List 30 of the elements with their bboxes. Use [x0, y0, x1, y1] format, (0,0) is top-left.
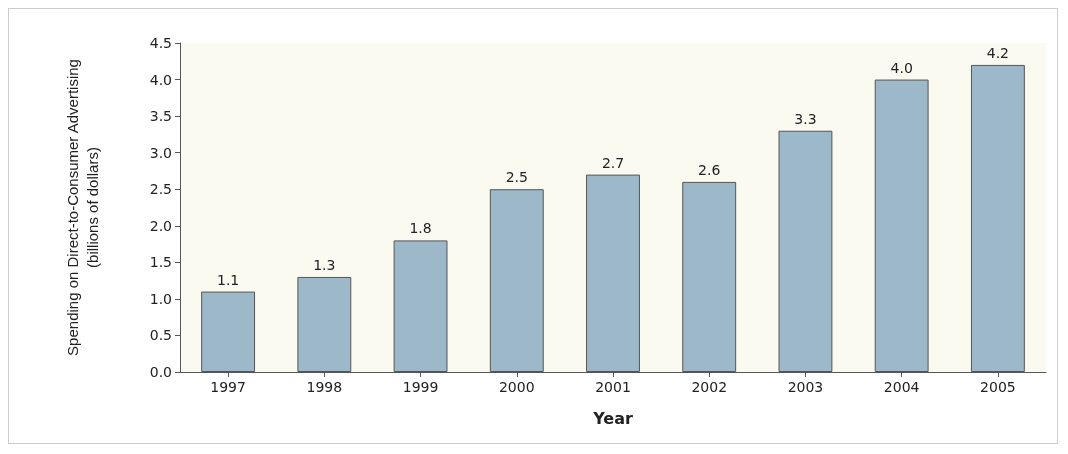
y-tick-label: 0.0	[149, 364, 172, 380]
x-tick-label: 1997	[210, 379, 246, 395]
y-tick-label: 1.0	[149, 290, 172, 307]
x-tick-label: 1998	[306, 379, 343, 395]
x-axis-title: Year	[592, 408, 633, 428]
data-label: 2.6	[698, 161, 721, 178]
y-tick-label: 4.0	[149, 71, 172, 88]
x-tick-label: 2002	[691, 379, 728, 395]
x-tick-label: 2001	[595, 379, 631, 395]
y-tick-label: 2.0	[149, 217, 172, 234]
x-tick-label: 2000	[498, 379, 535, 395]
y-tick-label: 1.5	[149, 254, 172, 271]
x-tick-label: 2005	[980, 379, 1016, 395]
data-label: 4.2	[986, 44, 1010, 61]
y-tick-label: 4.5	[149, 35, 172, 51]
data-label: 1.3	[313, 256, 336, 273]
y-tick-label: 0.5	[149, 327, 172, 344]
y-tick-label: 2.5	[149, 181, 172, 198]
data-label: 4.0	[890, 59, 913, 76]
data-label: 3.3	[794, 110, 817, 127]
data-label: 2.5	[505, 169, 528, 186]
y-tick-label: 3.5	[149, 108, 172, 125]
y-axis-title: Spending on Direct-to-Consumer Advertising (billions of dollars)	[63, 59, 101, 356]
data-label: 1.8	[409, 220, 432, 237]
data-label: 2.7	[601, 154, 625, 171]
x-tick-label: 2003	[787, 379, 824, 395]
data-label: 1.1	[216, 271, 240, 288]
x-tick-label: 2004	[883, 379, 920, 395]
y-tick-label: 3.0	[149, 144, 172, 161]
x-tick-label: 1999	[402, 379, 439, 395]
